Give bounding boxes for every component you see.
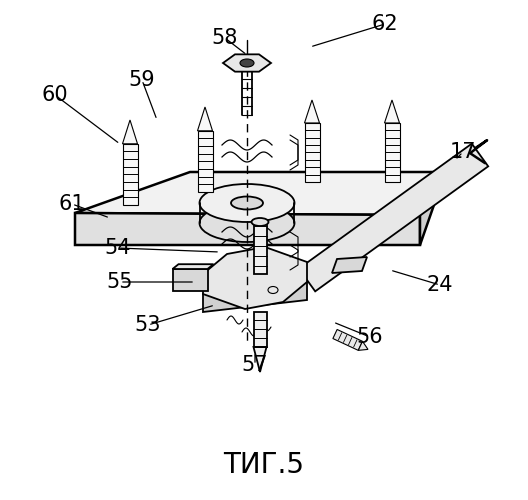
Text: 54: 54 — [105, 238, 131, 258]
Polygon shape — [223, 54, 271, 72]
Text: 61: 61 — [59, 194, 86, 214]
Polygon shape — [305, 123, 319, 182]
Polygon shape — [299, 144, 488, 292]
Text: 58: 58 — [212, 28, 238, 48]
Ellipse shape — [200, 204, 295, 242]
Polygon shape — [122, 144, 137, 205]
Polygon shape — [75, 213, 420, 245]
Polygon shape — [173, 269, 208, 291]
Ellipse shape — [200, 184, 295, 222]
Text: 53: 53 — [135, 315, 161, 335]
Polygon shape — [332, 257, 367, 273]
Polygon shape — [333, 330, 363, 350]
Text: 17: 17 — [450, 142, 476, 162]
Polygon shape — [75, 172, 435, 215]
Polygon shape — [122, 120, 137, 144]
Polygon shape — [384, 100, 400, 123]
Ellipse shape — [251, 218, 269, 226]
Polygon shape — [197, 131, 212, 192]
Polygon shape — [384, 123, 400, 182]
Polygon shape — [173, 264, 213, 269]
Polygon shape — [420, 172, 435, 245]
Text: 56: 56 — [357, 327, 383, 347]
Text: 57: 57 — [242, 355, 268, 375]
Text: 60: 60 — [42, 85, 68, 105]
Text: 59: 59 — [129, 70, 155, 90]
Polygon shape — [359, 342, 368, 350]
Text: ΤИГ.5: ΤИГ.5 — [223, 451, 305, 479]
Polygon shape — [203, 247, 307, 309]
Polygon shape — [197, 107, 212, 131]
Polygon shape — [253, 347, 267, 372]
Polygon shape — [253, 222, 267, 274]
Ellipse shape — [240, 59, 254, 67]
Ellipse shape — [231, 196, 263, 209]
Text: 62: 62 — [372, 14, 398, 34]
Text: 24: 24 — [427, 275, 453, 295]
Polygon shape — [253, 312, 267, 347]
Polygon shape — [305, 100, 319, 123]
Polygon shape — [203, 282, 307, 312]
Text: 55: 55 — [107, 272, 133, 292]
